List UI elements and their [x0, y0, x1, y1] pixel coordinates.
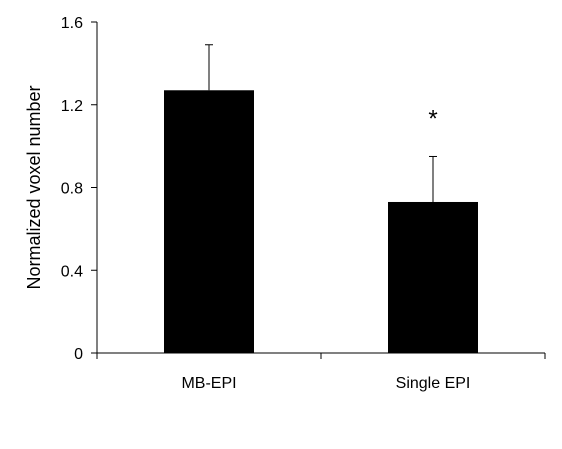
x-category-label: MB-EPI — [181, 375, 236, 392]
y-tick-label: 0 — [74, 346, 83, 363]
y-ticks-group: 0 0.4 0.8 1.2 1.6 — [61, 15, 97, 363]
bar-mb-epi — [164, 90, 254, 353]
significance-marker: * — [428, 105, 437, 132]
y-tick-label: 0.8 — [61, 181, 83, 198]
y-tick-label: 1.6 — [61, 15, 83, 32]
annotations-group: * — [428, 105, 437, 132]
y-tick-label: 0.4 — [61, 263, 83, 280]
x-category-label: Single EPI — [396, 375, 471, 392]
x-ticks-group: MB-EPI Single EPI — [97, 353, 545, 392]
bar-single-epi — [388, 202, 478, 353]
y-tick-label: 1.2 — [61, 98, 83, 115]
y-axis-title: Normalized voxel number — [24, 85, 44, 289]
